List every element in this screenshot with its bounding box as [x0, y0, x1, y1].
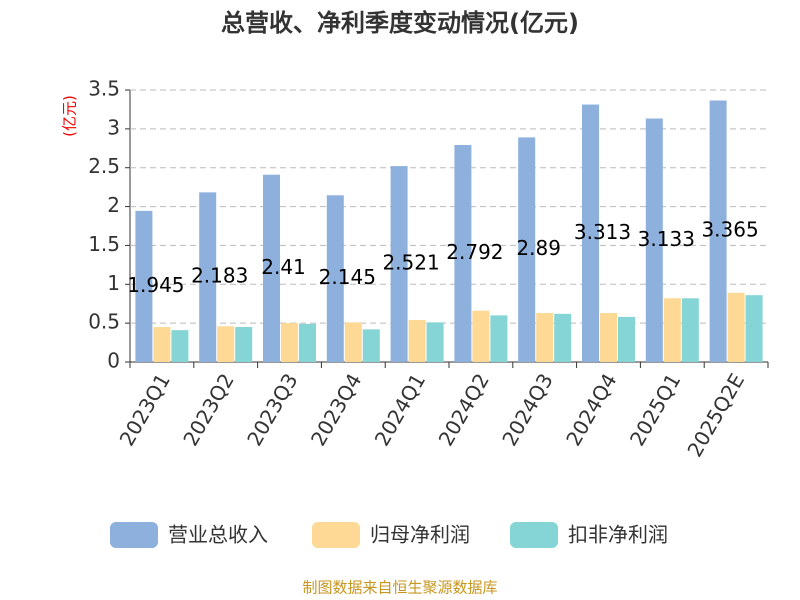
x-tick-label: 2023Q3: [242, 369, 302, 450]
source-note: 制图数据来自恒生聚源数据库: [302, 579, 497, 597]
bar: [681, 298, 699, 362]
bar: [518, 137, 536, 362]
data-label: 3.133: [638, 227, 695, 251]
y-tick-label: 3: [107, 115, 120, 139]
x-tick-label: 2023Q4: [306, 369, 366, 450]
bar: [426, 322, 444, 362]
chart-title: 总营收、净利季度变动情况(亿元): [221, 9, 579, 37]
bar: [408, 320, 426, 362]
bar: [709, 100, 727, 363]
bar: [618, 316, 635, 362]
bar: [454, 145, 472, 362]
data-label: 3.313: [574, 220, 631, 244]
bar: [199, 192, 217, 362]
bar: [344, 322, 362, 362]
bar: [390, 166, 408, 362]
y-tick-label: 1.5: [88, 232, 120, 256]
data-label: 2.41: [261, 255, 306, 279]
y-tick-label: 3.5: [88, 77, 120, 101]
data-label: 2.89: [516, 236, 561, 260]
x-tick-label: 2024Q2: [434, 369, 494, 450]
bar: [362, 329, 380, 362]
data-label: 2.183: [191, 264, 248, 288]
y-tick-label: 2.5: [88, 154, 120, 178]
bar: [235, 327, 253, 362]
bar: [582, 104, 599, 363]
bar: [645, 118, 663, 362]
y-tick-label: 1: [107, 271, 120, 295]
x-tick-label: 2025Q1: [625, 369, 685, 450]
bar: [536, 313, 554, 362]
bar: [554, 313, 572, 362]
legend-swatch: [110, 522, 158, 548]
bar: [600, 313, 617, 362]
legend-label: 营业总收入: [168, 523, 268, 547]
x-tick-label: 2024Q4: [561, 369, 621, 450]
bar: [745, 295, 763, 362]
bar: [490, 315, 508, 362]
data-label: 1.945: [127, 273, 184, 297]
legend-label: 扣非净利润: [568, 523, 668, 547]
x-tick-label: 2024Q3: [497, 369, 557, 450]
y-tick-label: 2: [107, 193, 120, 217]
bar: [299, 323, 316, 362]
data-label: 2.792: [446, 240, 503, 264]
bar: [135, 210, 153, 362]
x-tick-label: 2025Q2E: [682, 369, 749, 461]
legend-swatch: [312, 522, 360, 548]
bar: [171, 330, 189, 362]
bar: [281, 323, 298, 362]
x-tick-label: 2023Q1: [115, 369, 175, 450]
y-tick-label: 0: [107, 349, 120, 373]
legend-swatch: [510, 522, 558, 548]
bar: [326, 195, 344, 362]
bar: [153, 327, 171, 362]
data-label: 2.145: [319, 265, 376, 289]
data-label: 3.365: [701, 218, 758, 242]
data-label: 2.521: [382, 251, 439, 275]
bar: [263, 174, 280, 362]
x-tick-label: 2024Q1: [370, 369, 430, 450]
legend-label: 归母净利润: [370, 523, 470, 547]
bar: [472, 310, 490, 362]
bar: [217, 326, 235, 362]
bar: [663, 298, 681, 362]
y-axis-label: (亿元): [61, 95, 79, 137]
x-tick-label: 2023Q2: [178, 369, 238, 450]
y-tick-label: 0.5: [88, 310, 120, 334]
bar: [727, 292, 745, 362]
